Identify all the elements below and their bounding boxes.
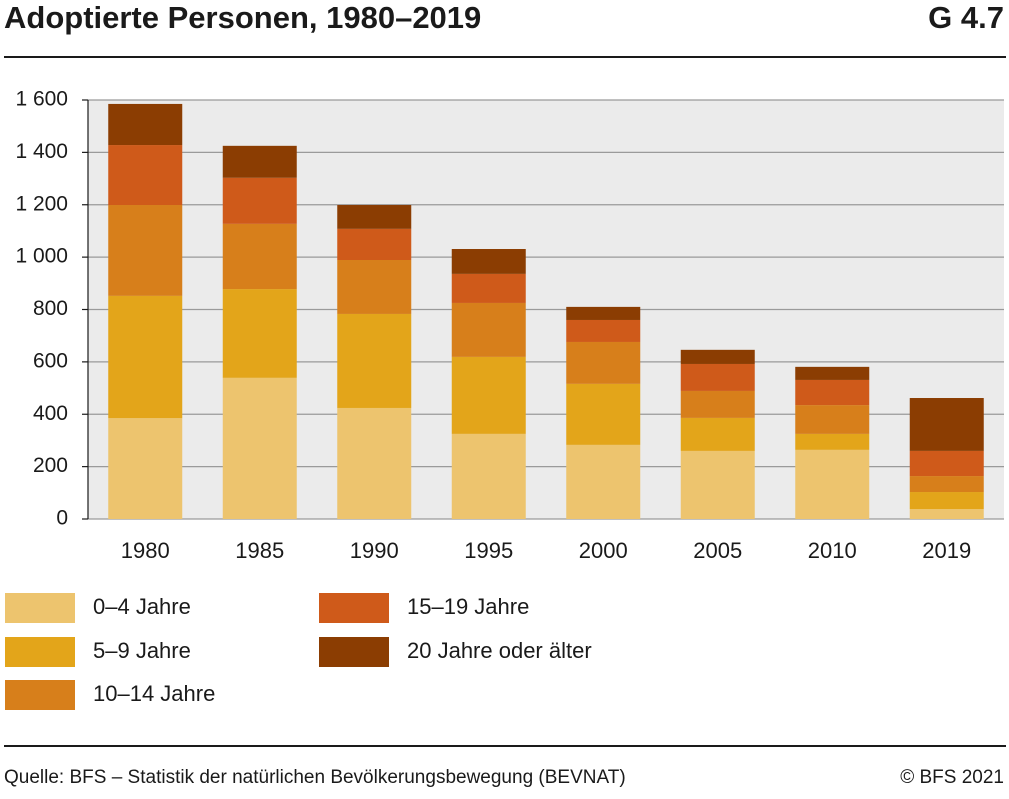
bar-segment: [566, 444, 641, 519]
y-tick-label: 200: [33, 454, 68, 477]
bar-segment: [795, 379, 870, 406]
bar-segment: [909, 398, 984, 451]
y-tick-label: 1 000: [15, 245, 68, 268]
bar-segment: [337, 205, 412, 229]
chart-title: Adoptierte Personen, 1980–2019: [4, 0, 481, 35]
bar-segment: [566, 319, 641, 342]
bar-segment: [680, 349, 755, 364]
x-tick-label: 1980: [121, 538, 170, 563]
legend-swatch: [5, 637, 75, 667]
x-tick-label: 1990: [350, 538, 399, 563]
legend-swatch: [319, 637, 389, 667]
y-tick-label: 800: [33, 297, 68, 320]
x-tick-label: 2005: [693, 538, 742, 563]
bar-segment: [909, 509, 984, 519]
bar-segment: [337, 260, 412, 314]
y-tick-label: 600: [33, 349, 68, 372]
bar-segment: [795, 366, 870, 380]
x-tick-label: 1985: [235, 538, 284, 563]
bar-segment: [680, 390, 755, 418]
bar-segment: [680, 450, 755, 519]
bar-segment: [566, 341, 641, 384]
legend-label: 0–4 Jahre: [93, 594, 191, 619]
bar-segment: [680, 417, 755, 451]
y-tick-label: 1 600: [15, 88, 68, 111]
bar-segment: [222, 377, 297, 519]
bar-segment: [222, 145, 297, 178]
legend-label: 15–19 Jahre: [407, 594, 529, 619]
x-tick-label: 2019: [922, 538, 971, 563]
bar-segment: [909, 450, 984, 477]
x-tick-label: 2010: [808, 538, 857, 563]
legend-swatch: [5, 593, 75, 623]
bar-segment: [108, 418, 183, 519]
bar-segment: [222, 223, 297, 290]
bar-segment: [222, 289, 297, 378]
bar-segment: [795, 433, 870, 450]
legend-label: 10–14 Jahre: [93, 681, 215, 706]
bar-segment: [795, 449, 870, 519]
bar-segment: [337, 228, 412, 261]
y-tick-label: 1 200: [15, 192, 68, 215]
bar-segment: [566, 306, 641, 320]
y-tick-label: 0: [56, 507, 68, 530]
bar-segment: [451, 433, 526, 519]
bar-segment: [222, 177, 297, 224]
bar-segment: [795, 405, 870, 434]
source: Quelle: BFS – Statistik der natürlichen …: [4, 767, 626, 788]
bar-segment: [337, 313, 412, 408]
figure-number: G 4.7: [928, 0, 1004, 35]
bar-segment: [451, 249, 526, 274]
legend-label: 5–9 Jahre: [93, 638, 191, 663]
bar-segment: [108, 103, 183, 146]
bar-segment: [909, 476, 984, 493]
bar-segment: [451, 356, 526, 434]
bar-segment: [680, 363, 755, 391]
bar-segment: [451, 273, 526, 303]
bar-segment: [451, 302, 526, 357]
copyright: © BFS 2021: [900, 767, 1004, 788]
y-tick-label: 1 400: [15, 140, 68, 163]
bar-segment: [566, 383, 641, 445]
x-tick-label: 1995: [464, 538, 513, 563]
bar-segment: [337, 407, 412, 519]
bar-segment: [108, 295, 183, 419]
bar-segment: [108, 145, 183, 206]
legend-swatch: [5, 680, 75, 710]
legend-swatch: [319, 593, 389, 623]
bar-segment: [909, 492, 984, 510]
x-tick-label: 2000: [579, 538, 628, 563]
legend-label: 20 Jahre oder älter: [407, 638, 592, 663]
bar-segment: [108, 205, 183, 296]
y-tick-label: 400: [33, 402, 68, 425]
